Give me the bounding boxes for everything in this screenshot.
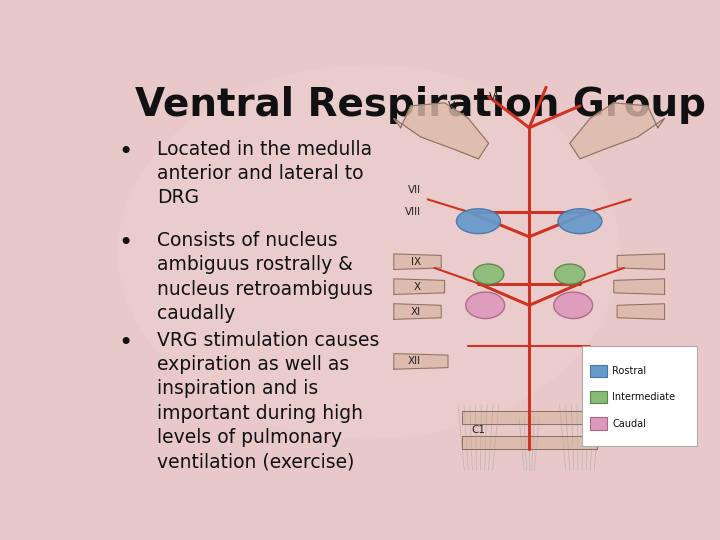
Ellipse shape	[466, 292, 505, 319]
Polygon shape	[462, 436, 597, 449]
Text: VIII: VIII	[405, 207, 421, 217]
Text: X: X	[414, 282, 421, 292]
Bar	[590, 391, 607, 403]
Polygon shape	[617, 254, 665, 269]
Polygon shape	[613, 279, 665, 294]
Text: Located in the medulla
anterior and lateral to
DRG: Located in the medulla anterior and late…	[157, 140, 372, 207]
Text: •: •	[118, 331, 132, 355]
Ellipse shape	[554, 292, 593, 319]
Polygon shape	[394, 354, 448, 369]
Text: VRG stimulation causes
expiration as well as
inspiration and is
important during: VRG stimulation causes expiration as wel…	[157, 331, 379, 471]
Polygon shape	[617, 303, 665, 319]
Text: Caudal: Caudal	[612, 418, 646, 429]
Text: •: •	[118, 231, 132, 255]
Text: C1: C1	[472, 425, 485, 435]
Text: XII: XII	[408, 356, 421, 366]
Ellipse shape	[456, 209, 500, 234]
Text: VII: VII	[408, 185, 421, 195]
Text: Ventral Respiration Group: Ventral Respiration Group	[135, 85, 706, 124]
Text: IX: IX	[411, 256, 421, 267]
Polygon shape	[394, 279, 445, 294]
Polygon shape	[611, 354, 665, 369]
Ellipse shape	[473, 264, 504, 284]
Text: Rostral: Rostral	[612, 366, 647, 376]
Circle shape	[118, 65, 620, 439]
Polygon shape	[570, 103, 665, 159]
Ellipse shape	[554, 264, 585, 284]
Text: VI: VI	[489, 92, 499, 102]
Text: Consists of nucleus
ambiguus rostrally &
nucleus retroambiguus
caudally: Consists of nucleus ambiguus rostrally &…	[157, 231, 373, 323]
Text: Intermediate: Intermediate	[612, 392, 675, 402]
Bar	[590, 417, 607, 430]
Polygon shape	[394, 303, 441, 319]
Ellipse shape	[558, 209, 602, 234]
FancyBboxPatch shape	[582, 346, 697, 446]
Text: XI: XI	[411, 307, 421, 316]
Polygon shape	[394, 103, 489, 159]
Polygon shape	[462, 411, 597, 424]
Text: •: •	[118, 140, 132, 164]
Text: V: V	[448, 101, 455, 111]
Polygon shape	[394, 254, 441, 269]
Bar	[590, 364, 607, 377]
